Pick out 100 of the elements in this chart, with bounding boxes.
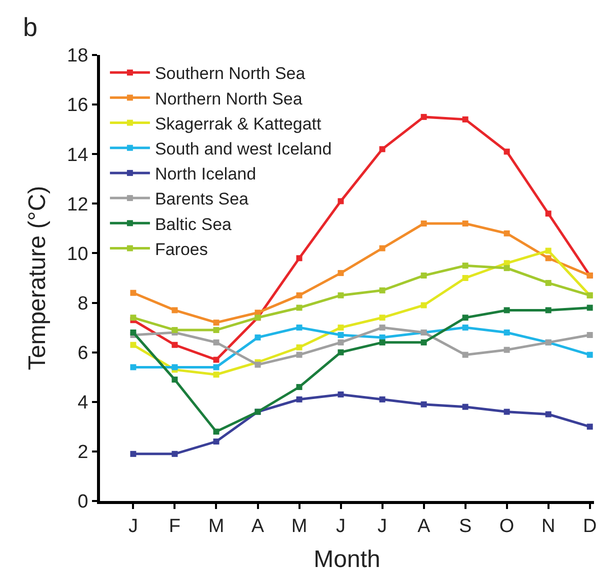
point — [296, 396, 302, 402]
point — [586, 304, 593, 311]
point — [504, 307, 510, 314]
point — [130, 314, 136, 321]
point — [462, 324, 468, 331]
point — [213, 339, 220, 346]
point — [462, 116, 468, 122]
point — [296, 304, 302, 311]
point — [420, 339, 427, 346]
point — [172, 364, 178, 370]
point — [338, 198, 344, 204]
point — [213, 327, 220, 334]
legend-label: Faroes — [154, 240, 208, 259]
y-axis-title: Temperature (°C) — [24, 186, 52, 370]
y-tick-label: 6 — [78, 342, 88, 364]
point — [338, 332, 344, 338]
point — [213, 364, 220, 370]
point — [172, 327, 178, 334]
point — [338, 391, 344, 398]
point — [504, 265, 510, 272]
x-axis-title: Month — [314, 546, 380, 574]
point — [254, 334, 261, 340]
point — [379, 146, 386, 152]
point — [130, 450, 136, 457]
legend-label: Skagerrak & Kattegatt — [154, 114, 322, 134]
legend-label: Barents Sea — [154, 190, 250, 209]
point — [130, 290, 136, 296]
point — [338, 339, 344, 346]
point — [462, 404, 468, 410]
x-tick-label: J — [336, 516, 346, 537]
point — [338, 270, 344, 276]
point — [296, 384, 302, 390]
point — [420, 220, 427, 226]
y-tick-label: 8 — [78, 293, 88, 314]
y-tick-label: 4 — [78, 392, 89, 414]
point — [545, 248, 552, 254]
legend-label: Northern North Sea — [154, 89, 303, 108]
point — [545, 210, 552, 217]
x-tick-label: S — [458, 516, 472, 537]
point — [586, 332, 593, 338]
point — [545, 307, 552, 314]
point — [462, 220, 468, 226]
y-tick-label: 0 — [78, 492, 88, 513]
point — [379, 396, 386, 402]
point — [379, 287, 386, 294]
point — [379, 324, 386, 331]
point — [420, 272, 427, 279]
text: b — [23, 12, 38, 42]
point — [504, 230, 510, 236]
point — [462, 275, 468, 281]
point — [172, 376, 178, 383]
point — [213, 356, 220, 363]
point — [545, 280, 552, 286]
point — [213, 320, 220, 326]
point — [504, 408, 510, 415]
x-tick-label: J — [378, 516, 388, 537]
point — [172, 342, 178, 348]
point — [296, 324, 302, 331]
y-tick-label: 18 — [67, 46, 88, 67]
point — [462, 262, 468, 269]
point — [172, 307, 178, 314]
point — [338, 349, 344, 356]
point — [130, 342, 136, 348]
point — [420, 302, 427, 308]
point — [504, 330, 510, 336]
point — [586, 352, 593, 358]
point — [586, 424, 593, 430]
point — [462, 314, 468, 321]
x-tick-label: A — [251, 516, 264, 537]
point — [296, 292, 302, 298]
y-tick-label: 16 — [67, 95, 88, 116]
x-tick-label: N — [541, 516, 556, 537]
y-tick-label: 14 — [67, 144, 89, 166]
point — [213, 372, 220, 378]
point — [545, 411, 552, 418]
point — [213, 438, 220, 445]
x-tick-label: M — [291, 516, 308, 537]
legend-label: Baltic Sea — [154, 214, 232, 234]
point — [420, 114, 427, 120]
x-tick-label: J — [128, 516, 138, 537]
legend-label: North Iceland — [154, 164, 256, 184]
y-tick-label: 2 — [78, 442, 88, 464]
point — [172, 450, 178, 457]
point — [296, 255, 302, 262]
point — [504, 346, 510, 353]
y-tick-label: 10 — [67, 244, 88, 265]
point — [379, 245, 386, 252]
x-tick-label: D — [582, 516, 597, 537]
x-tick-label: O — [499, 516, 514, 537]
point — [379, 314, 386, 321]
point — [296, 344, 302, 350]
legend-label: South and west Iceland — [154, 139, 332, 158]
x-tick-label: F — [168, 516, 181, 537]
x-tick-label: A — [417, 516, 430, 537]
point — [420, 401, 427, 408]
point — [338, 324, 344, 331]
point — [504, 148, 510, 155]
legend-label: Southern North Sea — [154, 64, 306, 84]
y-tick-label: 12 — [67, 194, 88, 216]
point — [462, 352, 468, 358]
